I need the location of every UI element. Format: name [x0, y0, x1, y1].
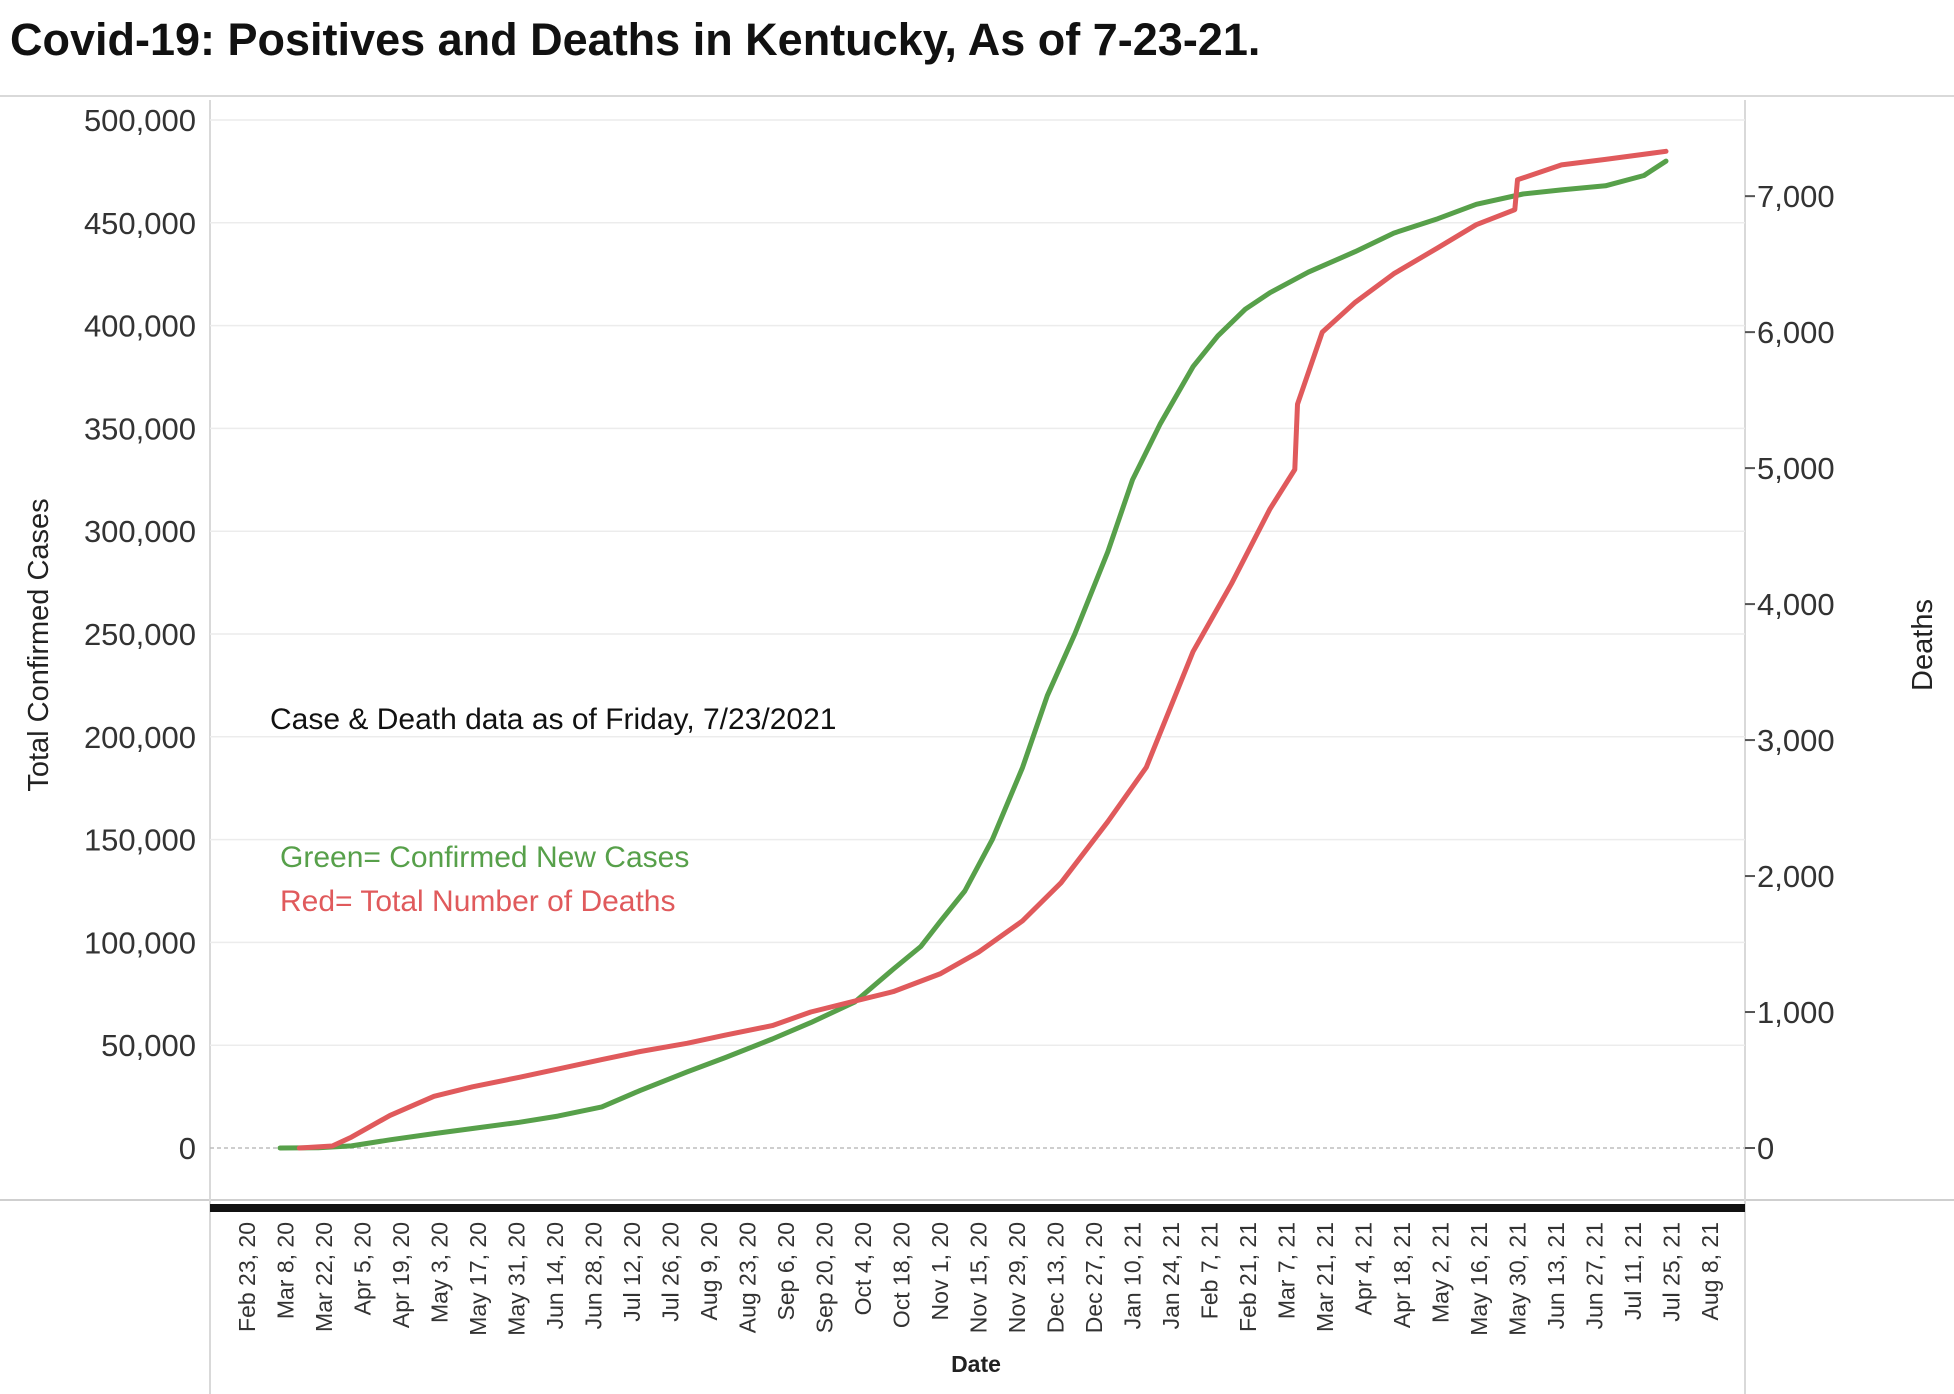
x-tick-label: May 17, 20: [465, 1222, 491, 1336]
x-tick-label: Jan 10, 21: [1120, 1222, 1146, 1329]
x-tick-label: Sep 20, 20: [812, 1222, 838, 1333]
x-tick-label: Oct 4, 20: [850, 1222, 876, 1315]
x-tick-label: Mar 7, 21: [1274, 1222, 1300, 1319]
x-tick-label: Jun 13, 21: [1543, 1222, 1569, 1329]
x-tick-label: Apr 18, 21: [1389, 1222, 1415, 1328]
x-tick-label: Sep 6, 20: [773, 1222, 799, 1320]
y-left-tick-label: 50,000: [101, 1028, 196, 1063]
x-tick-label: Aug 23, 20: [735, 1222, 761, 1333]
x-tick-label: Aug 9, 20: [696, 1222, 722, 1320]
y-left-tick-label: 0: [179, 1131, 196, 1166]
y-left-tick-label: 200,000: [84, 720, 196, 755]
x-tick-label: Jun 28, 20: [581, 1222, 607, 1329]
chart-frame: [0, 95, 1954, 1394]
legend-deaths-label: Red= Total Number of Deaths: [280, 885, 676, 918]
x-tick-label: Apr 5, 20: [350, 1222, 376, 1315]
y-axis-left-ticks: 0 50,000 100,000 150,000 200,000 250,000 300,0…: [84, 103, 196, 1166]
x-tick-label: Nov 1, 20: [927, 1222, 953, 1320]
x-tick-label: May 3, 20: [427, 1222, 453, 1323]
x-tick-label: Jan 24, 21: [1158, 1222, 1184, 1329]
x-axis-tick-band: [210, 1204, 1745, 1212]
x-tick-label: May 30, 21: [1505, 1222, 1531, 1336]
y-left-tick-label: 350,000: [84, 411, 196, 446]
x-tick-label: Apr 4, 21: [1351, 1222, 1377, 1315]
x-axis-title: Date: [951, 1351, 1001, 1377]
x-tick-label: May 31, 20: [504, 1222, 530, 1336]
y-right-tick-label: 1,000: [1757, 995, 1835, 1030]
series-lines: [277, 148, 1669, 1151]
y-right-tick-label: 0: [1757, 1131, 1774, 1166]
chart-title: Covid-19: Positives and Deaths in Kentuc…: [10, 14, 1261, 65]
y-left-tick-label: 100,000: [84, 925, 196, 960]
y-right-tick-label: 6,000: [1757, 315, 1835, 350]
x-tick-label: Mar 21, 21: [1312, 1222, 1338, 1332]
y-right-tick-label: 5,000: [1757, 451, 1835, 486]
x-tick-label: Jun 14, 20: [542, 1222, 568, 1329]
deaths-line: [296, 148, 1669, 1151]
x-tick-label: Feb 23, 20: [234, 1222, 260, 1332]
x-tick-label: Nov 29, 20: [1004, 1222, 1030, 1333]
x-tick-label: Jun 27, 21: [1582, 1222, 1608, 1329]
y-right-tick-label: 3,000: [1757, 723, 1835, 758]
y-right-tick-label: 7,000: [1757, 179, 1835, 214]
x-tick-label: Jul 11, 21: [1620, 1222, 1646, 1320]
y-right-tick-label: 4,000: [1757, 587, 1835, 622]
x-tick-label: Apr 19, 20: [388, 1222, 414, 1328]
y-axis-right-title: Deaths: [1907, 599, 1939, 691]
x-axis-ticks: Feb 23, 20 Mar 8, 20 Mar 22, 20 Apr 5, 20 Ap…: [234, 1222, 1723, 1336]
legend-cases-label: Green= Confirmed New Cases: [280, 841, 689, 874]
x-tick-label: Dec 13, 20: [1043, 1222, 1069, 1333]
cases-line: [277, 158, 1669, 1151]
y-left-tick-label: 400,000: [84, 309, 196, 344]
x-tick-label: Jul 25, 21: [1659, 1222, 1685, 1322]
y-left-tick-label: 500,000: [84, 103, 196, 138]
x-tick-label: May 2, 21: [1428, 1222, 1454, 1323]
x-tick-label: Nov 15, 20: [966, 1222, 992, 1333]
x-tick-label: Mar 22, 20: [311, 1222, 337, 1332]
y-left-tick-label: 450,000: [84, 206, 196, 241]
x-tick-label: Dec 27, 20: [1081, 1222, 1107, 1333]
y-left-tick-label: 150,000: [84, 823, 196, 858]
x-tick-label: Feb 7, 21: [1197, 1222, 1223, 1319]
gridlines: [210, 119, 1745, 1149]
x-tick-label: Aug 8, 21: [1697, 1222, 1723, 1320]
y-left-tick-label: 250,000: [84, 617, 196, 652]
x-tick-label: Jul 26, 20: [658, 1222, 684, 1322]
x-tick-label: Mar 8, 20: [273, 1222, 299, 1319]
y-left-tick-label: 300,000: [84, 514, 196, 549]
x-tick-label: May 16, 21: [1466, 1222, 1492, 1336]
annotation-note: Case & Death data as of Friday, 7/23/202…: [270, 703, 836, 736]
x-tick-label: Jul 12, 20: [619, 1222, 645, 1322]
x-tick-label: Oct 18, 20: [889, 1222, 915, 1328]
y-right-tick-label: 2,000: [1757, 859, 1835, 894]
y-axis-left-title: Total Confirmed Cases: [23, 498, 55, 791]
x-tick-label: Feb 21, 21: [1235, 1222, 1261, 1332]
y-axis-right-ticks: 0 1,000 2,000 3,000 4,000 5,000 6,000 7,000: [1745, 179, 1835, 1166]
